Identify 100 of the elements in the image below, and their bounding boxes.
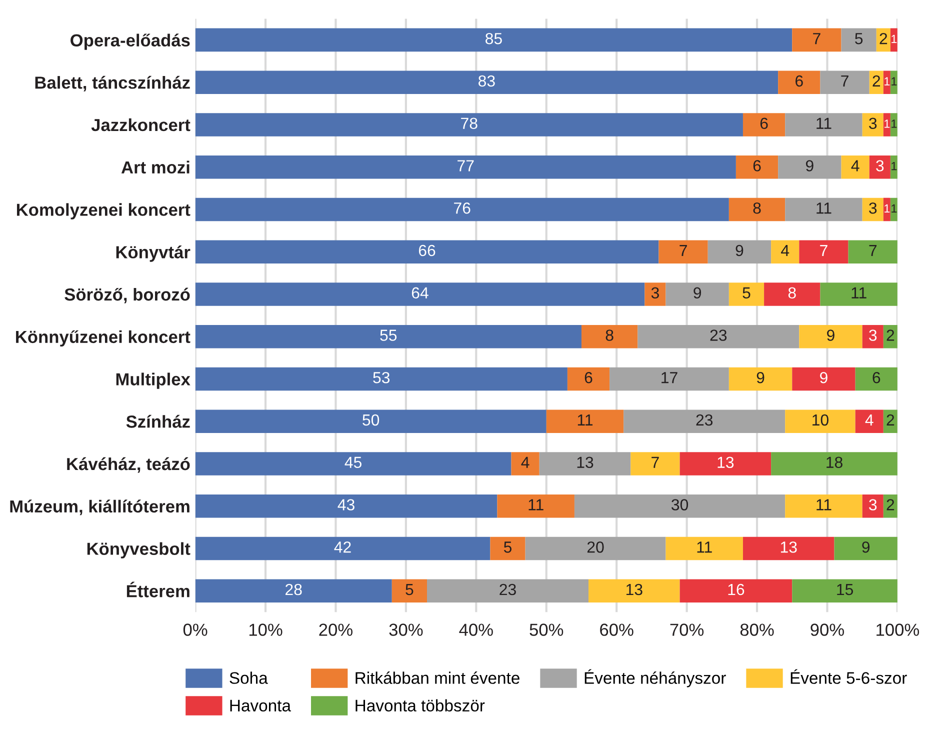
data-label: 83 [478, 75, 495, 87]
data-label: 78 [461, 118, 478, 130]
bar [708, 240, 772, 264]
x-tick-label: 0% [183, 624, 208, 636]
bar [862, 113, 884, 136]
bar [820, 282, 898, 306]
data-label: 6 [796, 75, 803, 87]
data-label: 11 [578, 414, 593, 426]
y-tick-label: Könyvesbolt [87, 542, 190, 558]
data-label: 43 [338, 499, 354, 510]
data-label: 9 [756, 372, 764, 384]
data-label: 23 [710, 330, 727, 341]
bar [546, 410, 624, 434]
bar [728, 282, 764, 306]
data-label: 4 [851, 160, 860, 172]
data-label: 2 [872, 75, 880, 86]
data-label: 15 [837, 584, 854, 596]
legend-label: Ritkábban mint évente [356, 671, 520, 684]
data-label: 18 [826, 456, 842, 468]
y-tick-label: Múzeum, kiállítóterem [10, 500, 190, 516]
data-label: 6 [872, 372, 880, 384]
data-label: 3 [869, 202, 877, 214]
data-label: 1 [892, 77, 897, 86]
bar [785, 410, 856, 434]
bar [841, 155, 870, 179]
bar [778, 155, 842, 179]
y-tick-label: Színház [126, 414, 190, 428]
data-label: 13 [626, 584, 642, 596]
data-label: 6 [753, 160, 761, 172]
data-label: 8 [753, 202, 761, 214]
data-label: 42 [334, 541, 351, 553]
data-label: 3 [869, 499, 877, 510]
data-label: 7 [841, 75, 848, 86]
bar [497, 494, 574, 518]
bar [736, 155, 778, 179]
data-label: 3 [876, 160, 884, 172]
bar [785, 113, 862, 136]
data-label: 7 [820, 244, 828, 256]
data-label: 7 [813, 33, 820, 44]
bar [658, 240, 708, 264]
x-tick-label: 30% [389, 624, 423, 636]
bar [834, 536, 898, 560]
bar [785, 494, 862, 518]
y-tick-label: Multiplex [116, 372, 190, 389]
legend-label: Havonta többször [356, 699, 485, 712]
x-tick-label: 10% [249, 624, 282, 636]
bar [742, 536, 834, 560]
legend-label: Havonta [230, 700, 292, 712]
data-label: 1 [892, 162, 897, 170]
bar [195, 410, 546, 434]
y-tick-label: Art mozi [121, 160, 190, 174]
bar [792, 28, 842, 52]
bar [195, 28, 792, 52]
bar [588, 579, 680, 603]
bar [644, 282, 666, 306]
data-label: 2 [886, 330, 894, 341]
data-label: 7 [680, 244, 687, 256]
data-label: 11 [697, 542, 712, 553]
y-tick-label: Balett, táncszínház [35, 76, 190, 92]
bar [883, 198, 890, 222]
data-label: 11 [852, 287, 866, 298]
data-label: 85 [486, 32, 502, 44]
bar [392, 579, 428, 603]
data-label: 6 [760, 118, 768, 130]
y-tick-label: Komolyzenei koncert [16, 203, 190, 220]
data-label: 9 [806, 160, 814, 172]
bar [799, 240, 848, 264]
data-label: 28 [286, 584, 302, 596]
y-tick-label: Opera-előadás [70, 34, 190, 50]
bar [820, 70, 870, 94]
bar [771, 240, 800, 264]
data-label: 11 [816, 499, 832, 510]
data-label: 17 [662, 372, 678, 384]
x-tick-label: 70% [670, 624, 704, 636]
bar [666, 282, 729, 306]
data-label: 50 [362, 414, 380, 426]
bar [728, 198, 786, 222]
data-label: 9 [820, 372, 828, 384]
x-tick-label: 90% [810, 624, 844, 636]
data-label: 11 [816, 202, 832, 214]
data-label: 76 [454, 202, 470, 214]
bar [610, 367, 729, 391]
data-label: 1 [892, 34, 897, 44]
data-label: 10 [812, 414, 828, 426]
bar [883, 113, 890, 136]
bar [195, 240, 659, 264]
bar [728, 367, 792, 391]
bar [862, 494, 884, 518]
data-label: 8 [788, 287, 796, 299]
data-label: 30 [672, 499, 688, 510]
data-label: 16 [728, 584, 744, 596]
bar [841, 28, 876, 52]
bar [195, 367, 568, 391]
data-label: 3 [869, 118, 877, 130]
data-label: 77 [458, 160, 474, 172]
data-label: 5 [406, 584, 414, 596]
bar [195, 324, 582, 348]
bar [195, 155, 736, 179]
data-label: 45 [344, 456, 362, 468]
data-label: 53 [373, 372, 390, 384]
